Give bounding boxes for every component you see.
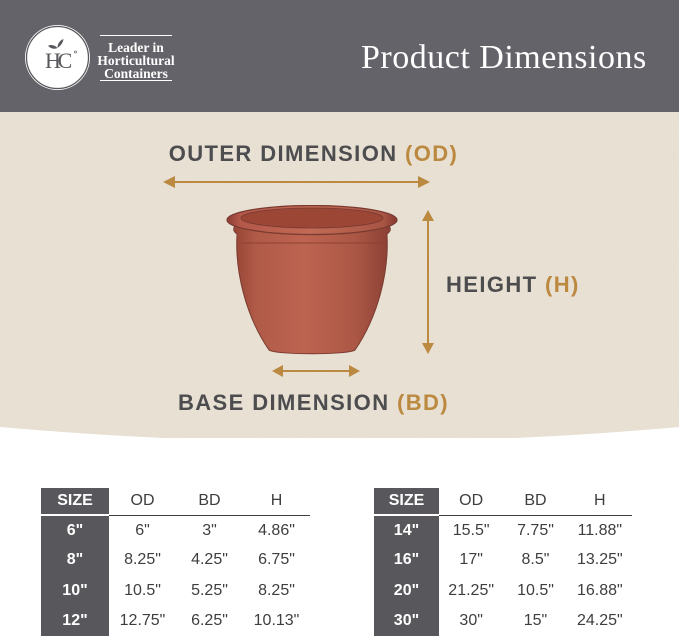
svg-text:C: C: [58, 48, 73, 73]
